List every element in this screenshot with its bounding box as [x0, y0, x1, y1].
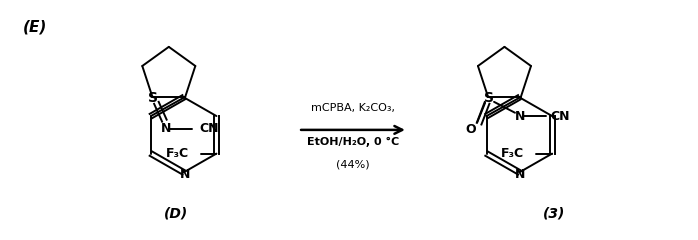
Text: CN: CN — [199, 122, 218, 135]
Text: (D): (D) — [163, 207, 188, 221]
Text: (E): (E) — [23, 19, 47, 34]
Text: N: N — [515, 168, 526, 181]
Text: N: N — [514, 110, 525, 123]
Text: S: S — [149, 91, 158, 105]
Text: N: N — [179, 168, 190, 181]
Text: (3): (3) — [543, 207, 565, 221]
Text: O: O — [466, 123, 477, 136]
Text: F₃C: F₃C — [501, 147, 524, 160]
Text: (44%): (44%) — [336, 159, 370, 169]
Text: EtOH/H₂O, 0 °C: EtOH/H₂O, 0 °C — [307, 137, 399, 147]
Text: CN: CN — [551, 110, 570, 123]
Text: F₃C: F₃C — [165, 147, 188, 160]
Text: N: N — [161, 122, 172, 135]
Text: S: S — [484, 91, 494, 105]
Text: mCPBA, K₂CO₃,: mCPBA, K₂CO₃, — [311, 103, 395, 113]
